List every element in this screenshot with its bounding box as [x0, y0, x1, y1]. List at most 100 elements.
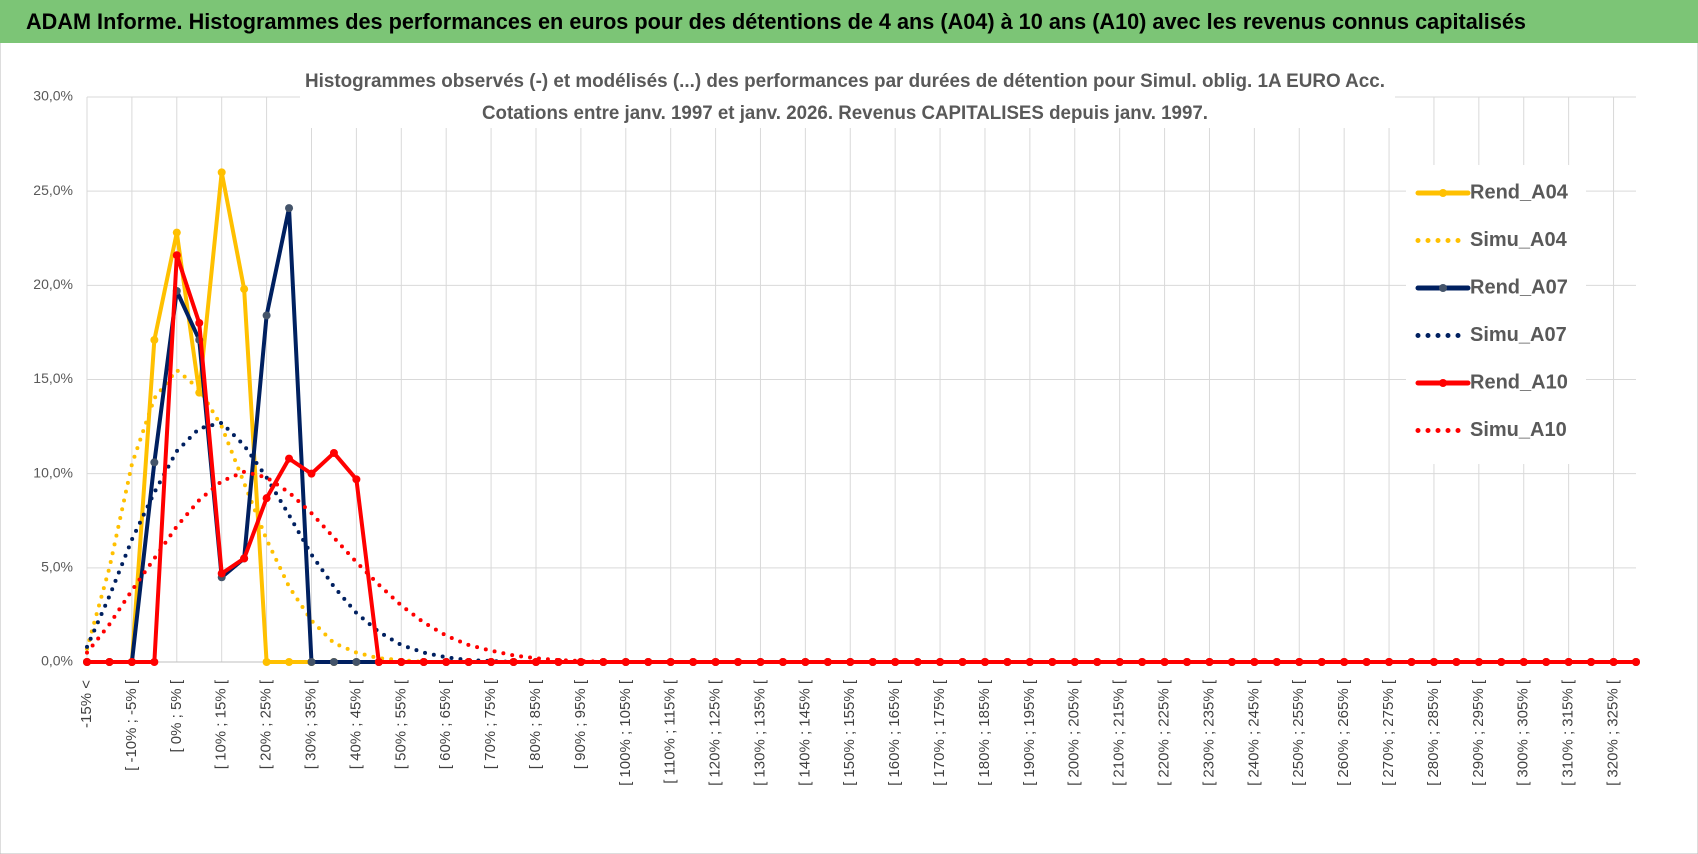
point: [217, 569, 226, 578]
x-tick-label: [ 150% ; 155% [: [841, 679, 858, 786]
point: [262, 658, 271, 666]
y-tick-label: 5,0%: [41, 559, 73, 575]
y-tick-label: 30,0%: [33, 88, 73, 104]
point: [1474, 658, 1483, 666]
point: [1429, 658, 1438, 666]
y-tick-label: 0,0%: [41, 653, 73, 669]
point: [666, 658, 675, 666]
point: [936, 658, 945, 666]
chart-title: Histogrammes observés (-) et modélisés (…: [305, 71, 1385, 92]
x-tick-label: [ 320% ; 325% [: [1605, 679, 1622, 786]
legend-label: Simu_A04: [1470, 229, 1568, 251]
point: [307, 658, 316, 666]
point: [1205, 658, 1214, 666]
point: [487, 658, 496, 666]
x-tick-label: [ 170% ; 175% [: [931, 679, 948, 786]
point: [172, 228, 181, 237]
point: [980, 658, 989, 666]
chart-subtitle: Cotations entre janv. 1997 et janv. 2026…: [482, 103, 1208, 124]
x-tick-label: [ 60% ; 65% [: [437, 679, 454, 769]
point: [1519, 658, 1528, 666]
y-tick-label: 10,0%: [33, 464, 73, 480]
point: [1295, 658, 1304, 666]
point: [352, 475, 361, 484]
x-tick-label: [ 220% ; 225% [: [1156, 679, 1173, 786]
point: [442, 658, 451, 666]
point: [262, 311, 271, 320]
legend-marker: [1439, 284, 1447, 292]
point: [217, 168, 226, 177]
point: [621, 658, 630, 666]
banner: ADAM Informe. Histogrammes des performan…: [26, 9, 1526, 34]
x-tick-label: [ 200% ; 205% [: [1066, 679, 1083, 786]
point: [1160, 658, 1169, 666]
x-tick-label: [ 80% ; 85% [: [527, 679, 544, 769]
point: [1025, 658, 1034, 666]
point: [240, 285, 249, 294]
legend-label: Rend_A07: [1470, 276, 1568, 298]
x-tick-label: [ 130% ; 135% [: [751, 679, 768, 786]
point: [307, 469, 316, 478]
point: [1070, 658, 1079, 666]
point: [329, 658, 338, 666]
x-tick-label: [ 180% ; 185% [: [976, 679, 993, 786]
point: [846, 658, 855, 666]
x-tick-label: -15% <: [78, 680, 95, 728]
point: [1385, 658, 1394, 666]
point: [83, 658, 91, 666]
point: [262, 494, 271, 503]
x-tick-label: [ 310% ; 315% [: [1560, 679, 1577, 786]
point: [285, 204, 294, 213]
point: [1632, 658, 1640, 666]
point: [891, 658, 900, 666]
x-tick-label: [ 50% ; 55% [: [392, 679, 409, 769]
legend-marker: [1439, 379, 1447, 387]
point: [1250, 658, 1259, 666]
point: [509, 658, 518, 666]
x-tick-label: [ 10% ; 15% [: [213, 679, 230, 769]
banner-bg: [0, 0, 1698, 43]
point: [105, 658, 114, 666]
point: [801, 658, 810, 666]
x-tick-label: [ 140% ; 145% [: [796, 679, 813, 786]
model-line: [85, 469, 1638, 664]
x-tick-label: [ 0% ; 5% [: [168, 679, 185, 752]
point: [711, 658, 720, 666]
x-tick-label: [ -10% ; -5% [: [123, 679, 140, 771]
x-tick-label: [ 240% ; 245% [: [1245, 679, 1262, 786]
point: [1115, 658, 1124, 666]
x-tick-label: [ 280% ; 285% [: [1425, 679, 1442, 786]
point: [240, 554, 249, 563]
x-tick-label: [ 120% ; 125% [: [707, 679, 724, 786]
point: [150, 335, 159, 344]
y-tick-label: 20,0%: [33, 276, 73, 292]
point: [419, 658, 428, 666]
point: [1340, 658, 1349, 666]
point: [756, 658, 765, 666]
x-tick-label: [ 270% ; 275% [: [1380, 679, 1397, 786]
x-tick-label: [ 40% ; 45% [: [347, 679, 364, 769]
x-tick-label: [ 90% ; 95% [: [572, 679, 589, 769]
title-bg: [300, 66, 1395, 128]
point: [1609, 658, 1618, 666]
x-tick-label: [ 290% ; 295% [: [1470, 679, 1487, 786]
x-tick-label: [ 260% ; 265% [: [1335, 679, 1352, 786]
point: [374, 658, 383, 666]
legend-bg: [1406, 165, 1586, 464]
legend-label: Simu_A07: [1470, 324, 1567, 346]
x-tick-label: [ 230% ; 235% [: [1200, 679, 1217, 786]
point: [464, 658, 473, 666]
x-tick-label: [ 110% ; 115% [: [662, 679, 679, 784]
x-tick-label: [ 210% ; 215% [: [1111, 679, 1128, 786]
y-tick-label: 15,0%: [33, 370, 73, 386]
point: [127, 658, 136, 666]
point: [329, 448, 338, 457]
x-tick-label: [ 100% ; 105% [: [617, 679, 634, 786]
point: [285, 454, 294, 463]
x-tick-label: [ 160% ; 165% [: [886, 679, 903, 786]
y-tick-label: 25,0%: [33, 182, 73, 198]
point: [397, 658, 406, 666]
point: [150, 658, 159, 666]
